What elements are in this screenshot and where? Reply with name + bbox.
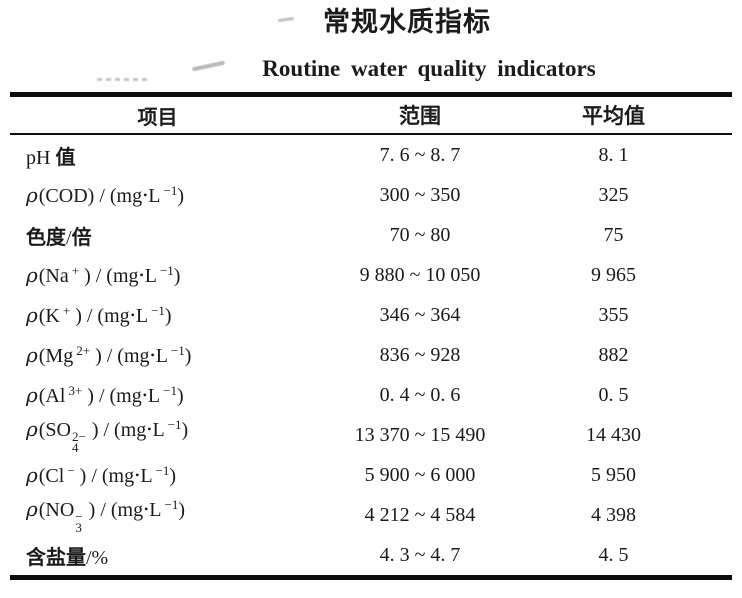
average-cell: 5 950 xyxy=(591,463,636,486)
table-row: 色度/倍 70 ~ 80 75 xyxy=(10,215,732,255)
table-row: 含盐量/% 4. 3 ~ 4. 7 4. 5 xyxy=(10,535,732,575)
column-header-range: 范围 xyxy=(399,104,441,128)
table-row: pH 值 7. 6 ~ 8. 7 8. 1 xyxy=(10,135,732,175)
table-row: ρ(Al 3+ ) / (mg•L −1) 0. 4 ~ 0. 6 0. 5 xyxy=(10,375,732,415)
average-cell: 4. 5 xyxy=(598,543,629,566)
average-cell: 8. 1 xyxy=(598,143,629,166)
item-cell: pH 值 xyxy=(26,144,76,169)
item-cell: ρ(SO 2− 4 ) / (mg•L −1) xyxy=(26,417,189,455)
range-cell: 9 880 ~ 10 050 xyxy=(359,263,481,286)
table-row: ρ(Na + ) / (mg•L −1) 9 880 ~ 10 050 9 965 xyxy=(10,255,732,295)
item-cell: ρ(Cl − ) / (mg•L −1) xyxy=(26,462,177,487)
table-row: ρ(NO −3 ) / (mg•L −1) 4 212 ~ 4 584 4 398 xyxy=(10,495,732,535)
item-cell: ρ(Mg 2+ ) / (mg•L −1) xyxy=(26,342,192,367)
table-header-row: 项目 范围 平均值 xyxy=(10,97,732,133)
column-header-average: 平均值 xyxy=(582,104,645,128)
item-cell: 色度/倍 xyxy=(26,224,92,249)
column-header-item: 项目 xyxy=(137,104,178,129)
average-cell: 325 xyxy=(598,183,629,206)
item-cell: ρ(K + ) / (mg•L −1) xyxy=(26,302,172,327)
range-cell: 0. 4 ~ 0. 6 xyxy=(379,383,461,406)
header-divider-rule xyxy=(10,133,732,135)
item-cell: ρ(Al 3+ ) / (mg•L −1) xyxy=(26,382,184,407)
item-cell: ρ(Na + ) / (mg•L −1) xyxy=(26,262,181,287)
table-bottom-rule xyxy=(10,575,732,580)
range-cell: 7. 6 ~ 8. 7 xyxy=(379,143,461,166)
table-row: ρ(K + ) / (mg•L −1) 346 ~ 364 355 xyxy=(10,295,732,335)
range-cell: 70 ~ 80 xyxy=(389,223,451,246)
average-cell: 9 965 xyxy=(591,263,636,286)
table-row: ρ(Mg 2+ ) / (mg•L −1) 836 ~ 928 882 xyxy=(10,335,732,375)
item-cell: 含盐量/% xyxy=(26,544,109,569)
range-cell: 300 ~ 350 xyxy=(379,183,461,206)
item-cell: ρ(COD) / (mg•L −1) xyxy=(26,182,185,207)
item-cell: ρ(NO −3 ) / (mg•L −1) xyxy=(26,497,186,535)
water-quality-table: 项目 范围 平均值 pH 值 7. 6 ~ 8. 7 8. 1 ρ(COD) / (m… xyxy=(10,92,732,580)
average-cell: 14 430 xyxy=(586,423,641,446)
average-cell: 355 xyxy=(598,303,629,326)
table-top-rule xyxy=(10,92,732,97)
range-cell: 4. 3 ~ 4. 7 xyxy=(379,543,461,566)
average-cell: 0. 5 xyxy=(598,383,629,406)
table-row: ρ(Cl − ) / (mg•L −1) 5 900 ~ 6 000 5 950 xyxy=(10,455,732,495)
average-cell: 882 xyxy=(598,343,629,366)
range-cell: 5 900 ~ 6 000 xyxy=(364,463,476,486)
range-cell: 346 ~ 364 xyxy=(379,303,461,326)
scan-artifact xyxy=(97,78,149,81)
table-body: pH 值 7. 6 ~ 8. 7 8. 1 ρ(COD) / (mg•L −1) 300 … xyxy=(10,135,732,575)
table-row: ρ(COD) / (mg•L −1) 300 ~ 350 325 xyxy=(10,175,732,215)
range-cell: 836 ~ 928 xyxy=(379,343,461,366)
table-title-chinese: 常规水质指标 xyxy=(323,7,491,38)
average-cell: 75 xyxy=(603,223,624,246)
table-row: ρ(SO 2− 4 ) / (mg•L −1) 13 370 ~ 15 490 14 43… xyxy=(10,415,732,455)
range-cell: 13 370 ~ 15 490 xyxy=(354,423,486,446)
average-cell: 4 398 xyxy=(591,503,636,526)
table-title-english: Routine water quality indicators xyxy=(262,56,596,81)
range-cell: 4 212 ~ 4 584 xyxy=(364,503,476,526)
